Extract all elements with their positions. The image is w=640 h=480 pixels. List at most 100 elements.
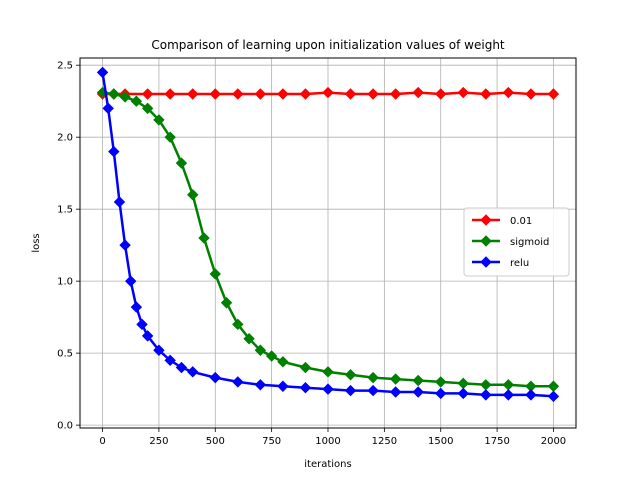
series-point — [322, 383, 334, 395]
legend: 0.01 sigmoid relu — [463, 207, 570, 277]
series-sigmoid — [96, 86, 560, 392]
series-point — [175, 361, 188, 374]
series-point — [502, 389, 515, 401]
series-point — [525, 389, 537, 401]
series-point — [198, 232, 210, 244]
series-point — [254, 88, 267, 100]
series-point — [457, 387, 469, 400]
series-point — [435, 376, 447, 388]
series-point — [220, 297, 233, 309]
y-tick-label: 2.5 — [57, 61, 73, 72]
series-point — [209, 371, 221, 384]
series-point — [164, 88, 176, 100]
x-tick-label: 1000 — [315, 436, 340, 447]
x-tick-label: 250 — [149, 436, 168, 447]
series-point — [130, 95, 143, 107]
series-point — [119, 239, 131, 251]
series-point — [153, 114, 165, 126]
series-point — [243, 333, 255, 345]
x-tick-label: 500 — [206, 436, 225, 447]
series-point — [113, 196, 126, 208]
series-point — [141, 88, 154, 100]
series-point — [547, 88, 560, 100]
series-point — [187, 366, 199, 378]
series-point — [164, 354, 176, 367]
x-tick-label: 1750 — [484, 436, 509, 447]
x-tick-label: 0 — [99, 436, 105, 447]
series-point — [277, 380, 289, 392]
series-point — [525, 88, 537, 100]
series-point — [119, 91, 131, 103]
y-tick-label: 0.5 — [57, 349, 73, 360]
series-point — [344, 88, 357, 100]
y-tick-label: 1.0 — [57, 277, 73, 288]
series-point — [322, 366, 334, 378]
series-point — [435, 88, 447, 100]
x-axis: 0 250 500 750 1000 1250 1500 1750 2000 — [99, 428, 566, 447]
series-point — [102, 102, 114, 115]
y-tick-label: 0.0 — [57, 421, 73, 432]
series-point — [299, 88, 312, 100]
series-point — [344, 384, 357, 397]
legend-label: 0.01 — [510, 216, 532, 227]
y-axis: 0.0 0.5 1.0 1.5 2.0 2.5 — [57, 61, 80, 432]
chart-title: Comparison of learning upon initializati… — [151, 38, 505, 52]
series-point — [187, 88, 199, 100]
legend-label: relu — [510, 258, 529, 269]
legend-box — [463, 207, 570, 277]
series-point — [254, 379, 267, 391]
series-point — [136, 318, 148, 331]
series-point — [367, 88, 379, 100]
series-point — [344, 369, 357, 381]
legend-marker — [480, 235, 492, 247]
x-tick-label: 1500 — [428, 436, 453, 447]
series-point — [322, 86, 334, 99]
x-tick-label: 2000 — [541, 436, 566, 447]
series-point — [502, 86, 515, 99]
series-point — [389, 373, 402, 385]
y-tick-label: 2.0 — [57, 133, 73, 144]
series-point — [130, 301, 143, 313]
series-point — [187, 189, 199, 201]
series-point — [367, 384, 379, 397]
series-point — [457, 86, 469, 99]
series-point — [175, 157, 188, 169]
series-point — [412, 374, 424, 387]
series-point — [299, 361, 312, 374]
y-axis-label: loss — [31, 233, 42, 252]
series-point — [435, 387, 447, 400]
series-point — [277, 356, 289, 368]
series-point — [96, 66, 109, 79]
series-point — [389, 88, 402, 100]
legend-marker — [480, 214, 492, 226]
series-point — [277, 88, 289, 100]
series-point — [480, 88, 492, 100]
x-tick-label: 1250 — [372, 436, 397, 447]
legend-label: sigmoid — [510, 237, 549, 248]
series-point — [164, 131, 176, 143]
series-point — [108, 88, 120, 100]
series-point — [412, 86, 424, 99]
series-point — [125, 275, 137, 287]
series-point — [265, 350, 278, 362]
series-point — [232, 88, 244, 100]
series-point — [108, 145, 120, 158]
series-point — [209, 268, 221, 280]
series-point — [232, 376, 244, 388]
series-point — [299, 381, 312, 394]
series-point — [412, 386, 424, 398]
series-relu — [96, 66, 560, 403]
x-tick-label: 750 — [262, 436, 281, 447]
series-point — [153, 344, 165, 356]
series-point — [547, 390, 560, 403]
y-tick-label: 1.5 — [57, 205, 73, 216]
series-point — [480, 389, 492, 401]
series-layer — [96, 66, 560, 403]
grid — [80, 58, 576, 428]
series-point — [367, 371, 379, 384]
series-point — [141, 102, 154, 115]
series-point — [389, 386, 402, 398]
series-point — [232, 318, 244, 331]
